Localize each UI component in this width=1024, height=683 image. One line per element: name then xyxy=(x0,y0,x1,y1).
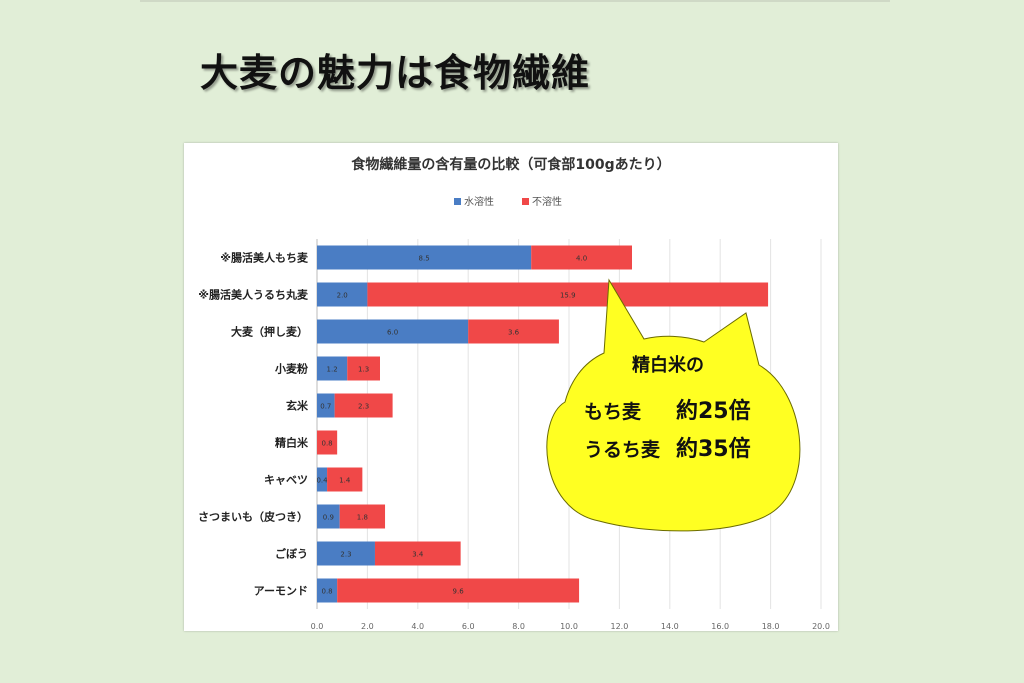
data-label: 3.4 xyxy=(412,551,424,559)
bar-segment xyxy=(317,356,348,381)
category-label: 大麦（押し麦） xyxy=(231,325,308,339)
bar-segment xyxy=(347,356,380,381)
data-label: 0.7 xyxy=(320,403,331,411)
bar-segment xyxy=(374,541,461,566)
x-tick-label: 18.0 xyxy=(762,622,780,631)
callout-row-value: 約35倍 xyxy=(676,437,751,462)
category-label: 小麦粉 xyxy=(274,362,308,376)
x-tick-label: 6.0 xyxy=(462,622,475,631)
data-label: 1.8 xyxy=(357,514,368,522)
callout-row-label: うるち麦 xyxy=(584,439,661,461)
legend-label: 水溶性 xyxy=(464,195,494,208)
callout-row-value: 約25倍 xyxy=(676,399,751,424)
x-tick-label: 20.0 xyxy=(812,622,830,631)
bar-segment xyxy=(317,393,335,418)
bar-segment xyxy=(317,467,328,492)
data-label: 0.8 xyxy=(322,588,333,596)
data-label: 0.4 xyxy=(316,477,328,485)
x-tick-label: 8.0 xyxy=(512,622,525,631)
category-label: ※腸活美人うるち丸麦 xyxy=(198,288,309,302)
x-tick-label: 14.0 xyxy=(661,622,679,631)
data-label: 1.4 xyxy=(339,477,351,485)
data-label: 8.5 xyxy=(419,255,430,263)
bar-segment xyxy=(317,430,338,455)
data-label: 2.3 xyxy=(340,551,351,559)
legend-swatch xyxy=(454,198,461,205)
chart-card: 食物繊維量の含有量の比較（可食部100gあたり） 水溶性 不溶性 0.0 2.0 4.0 6… xyxy=(184,143,838,631)
fiber-bar-chart: 食物繊維量の含有量の比較（可食部100gあたり） 水溶性 不溶性 0.0 2.0 4.0 6… xyxy=(198,156,830,631)
bar-segment xyxy=(317,578,338,603)
callout-row-label: もち麦 xyxy=(584,401,642,423)
bar-segment xyxy=(337,578,580,603)
bar-segment xyxy=(317,541,375,566)
bar-segment xyxy=(317,504,340,529)
x-tick-label: 0.0 xyxy=(311,622,324,631)
chart-title: 食物繊維量の含有量の比較（可食部100gあたり） xyxy=(351,156,670,173)
bar-segment xyxy=(317,282,368,307)
bar-segment xyxy=(317,319,469,344)
data-label: 0.8 xyxy=(322,440,333,448)
data-label: 6.0 xyxy=(387,329,398,337)
x-tick-label: 12.0 xyxy=(610,622,628,631)
category-label: 精白米 xyxy=(275,436,309,450)
category-label: アーモンド xyxy=(254,585,308,598)
bar-segment xyxy=(334,393,393,418)
bar-segment xyxy=(339,504,386,529)
bar-segment xyxy=(317,245,532,270)
x-tick-label: 10.0 xyxy=(560,622,578,631)
category-label: キャベツ xyxy=(264,474,308,487)
callout-row-mochi: もち麦 約25倍 xyxy=(584,393,751,425)
data-label: 2.3 xyxy=(358,403,369,411)
bar-segment xyxy=(531,245,632,270)
data-label: 1.3 xyxy=(358,366,369,374)
category-label: さつまいも（皮つき） xyxy=(198,510,308,524)
legend-swatch xyxy=(522,198,529,205)
data-label: 9.6 xyxy=(453,588,465,596)
bar-segment xyxy=(468,319,559,344)
bar-segment xyxy=(327,467,363,492)
data-label: 2.0 xyxy=(337,292,348,300)
category-label: 玄米 xyxy=(286,399,309,413)
x-tick-label: 2.0 xyxy=(361,622,374,631)
category-label: ごぼう xyxy=(275,547,308,561)
slide-title: 大麦の魅力は食物繊維 xyxy=(200,50,591,95)
category-label: ※腸活美人もち麦 xyxy=(220,251,309,265)
x-tick-label: 16.0 xyxy=(711,622,729,631)
data-label: 1.2 xyxy=(327,366,338,374)
legend-label: 不溶性 xyxy=(532,195,562,208)
data-label: 0.9 xyxy=(323,514,334,522)
data-label: 3.6 xyxy=(508,329,520,337)
callout-row-uruchi: うるち麦 約35倍 xyxy=(584,431,751,463)
data-label: 4.0 xyxy=(576,255,587,263)
x-tick-label: 4.0 xyxy=(411,622,424,631)
top-divider xyxy=(140,0,890,2)
callout-line1: 精白米の xyxy=(632,355,704,376)
data-label: 15.9 xyxy=(560,292,576,300)
